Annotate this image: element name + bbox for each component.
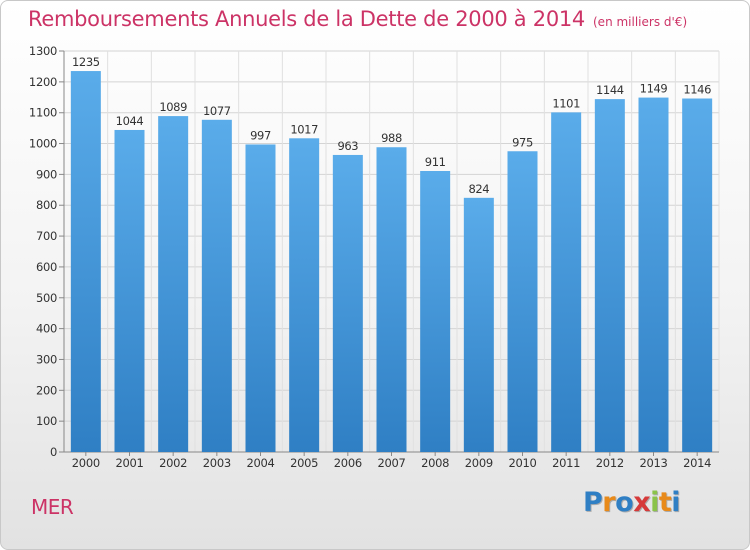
data-label-2005: 1017 xyxy=(290,122,318,136)
x-tick-label-2002: 2002 xyxy=(159,456,187,470)
bar-2003 xyxy=(201,119,232,452)
x-tick-label-2012: 2012 xyxy=(596,456,624,470)
y-tick-label-600: 600 xyxy=(36,260,57,274)
bar-2012 xyxy=(594,99,625,453)
bar-2002 xyxy=(158,116,189,452)
bar-2013 xyxy=(638,97,669,452)
location-label: MER xyxy=(31,495,74,519)
y-tick-label-1000: 1000 xyxy=(29,137,57,151)
x-tick-label-2010: 2010 xyxy=(508,456,536,470)
bar-2008 xyxy=(420,170,451,453)
data-label-2000: 1235 xyxy=(72,55,100,69)
x-tick-label-2008: 2008 xyxy=(421,456,449,470)
logo-letter: t xyxy=(658,487,672,518)
data-labels: 1235 1044 1089 1077 997 1017 963 988 911 824 975 11… xyxy=(72,55,711,196)
x-tick-label-2011: 2011 xyxy=(552,456,580,470)
x-tick-label-2005: 2005 xyxy=(290,456,318,470)
logo-letter: x xyxy=(633,487,651,518)
data-label-2014: 1146 xyxy=(683,83,711,97)
data-label-2009: 824 xyxy=(468,182,489,196)
bar-2009 xyxy=(463,197,494,452)
y-tick-label-100: 100 xyxy=(36,414,57,428)
bar-2010 xyxy=(507,151,538,452)
bar-2004 xyxy=(245,144,276,452)
data-label-2004: 997 xyxy=(250,128,271,142)
y-tick-label-400: 400 xyxy=(36,322,57,336)
bar-2006 xyxy=(332,154,363,452)
x-tick-label-2013: 2013 xyxy=(639,456,667,470)
chart-title-text: Remboursements Annuels de la Dette de 20… xyxy=(28,7,585,31)
x-tick-labels: 2000 2001 2002 2003 2004 2005 2006 2007 2008 2009… xyxy=(72,456,712,470)
chart-unit: (en milliers d'€) xyxy=(593,15,688,29)
bar-2005 xyxy=(289,138,320,452)
proxiti-logo: Proxiti xyxy=(583,487,681,518)
x-tick-label-2001: 2001 xyxy=(115,456,143,470)
bar-2011 xyxy=(551,112,582,452)
logo-letter: P xyxy=(583,487,603,518)
y-tick-labels: 0 100 200 300 400 500 600 700 800 900 1000 1100 1200… xyxy=(29,44,57,459)
bars xyxy=(70,71,713,453)
x-tick-label-2004: 2004 xyxy=(246,456,274,470)
bar-2014 xyxy=(682,98,713,452)
logo-letter: r xyxy=(602,487,616,518)
logo-letter: o xyxy=(615,487,634,518)
x-tick-label-2006: 2006 xyxy=(334,456,362,470)
data-label-2012: 1144 xyxy=(596,83,624,97)
x-tick-label-2007: 2007 xyxy=(377,456,405,470)
y-tick-label-300: 300 xyxy=(36,352,57,366)
data-label-2006: 963 xyxy=(337,139,358,153)
logo-letter: i xyxy=(671,487,681,518)
x-tick-label-2003: 2003 xyxy=(203,456,231,470)
y-tick-label-0: 0 xyxy=(50,445,57,459)
data-label-2007: 988 xyxy=(381,131,402,145)
data-label-2003: 1077 xyxy=(203,104,231,118)
y-tick-label-1100: 1100 xyxy=(29,106,57,120)
bar-2001 xyxy=(114,129,145,452)
y-tick-label-1300: 1300 xyxy=(29,44,57,58)
y-tick-label-1200: 1200 xyxy=(29,75,57,89)
y-tick-label-500: 500 xyxy=(36,291,57,305)
x-tick-label-2014: 2014 xyxy=(683,456,711,470)
x-tick-label-2000: 2000 xyxy=(72,456,100,470)
y-tick-label-200: 200 xyxy=(36,383,57,397)
x-tick-label-2009: 2009 xyxy=(465,456,493,470)
data-label-2013: 1149 xyxy=(640,82,668,96)
data-label-2001: 1044 xyxy=(116,114,144,128)
data-label-2011: 1101 xyxy=(552,96,580,110)
chart-title: Remboursements Annuels de la Dette de 20… xyxy=(28,7,687,31)
y-tick-label-700: 700 xyxy=(36,229,57,243)
logo-letter: i xyxy=(650,487,659,518)
data-label-2002: 1089 xyxy=(159,100,187,114)
y-tick-label-900: 900 xyxy=(36,167,57,181)
bar-2007 xyxy=(376,147,407,453)
data-label-2010: 975 xyxy=(512,135,533,149)
y-tick-label-800: 800 xyxy=(36,198,57,212)
data-label-2008: 911 xyxy=(425,155,446,169)
bar-2000 xyxy=(70,71,101,453)
